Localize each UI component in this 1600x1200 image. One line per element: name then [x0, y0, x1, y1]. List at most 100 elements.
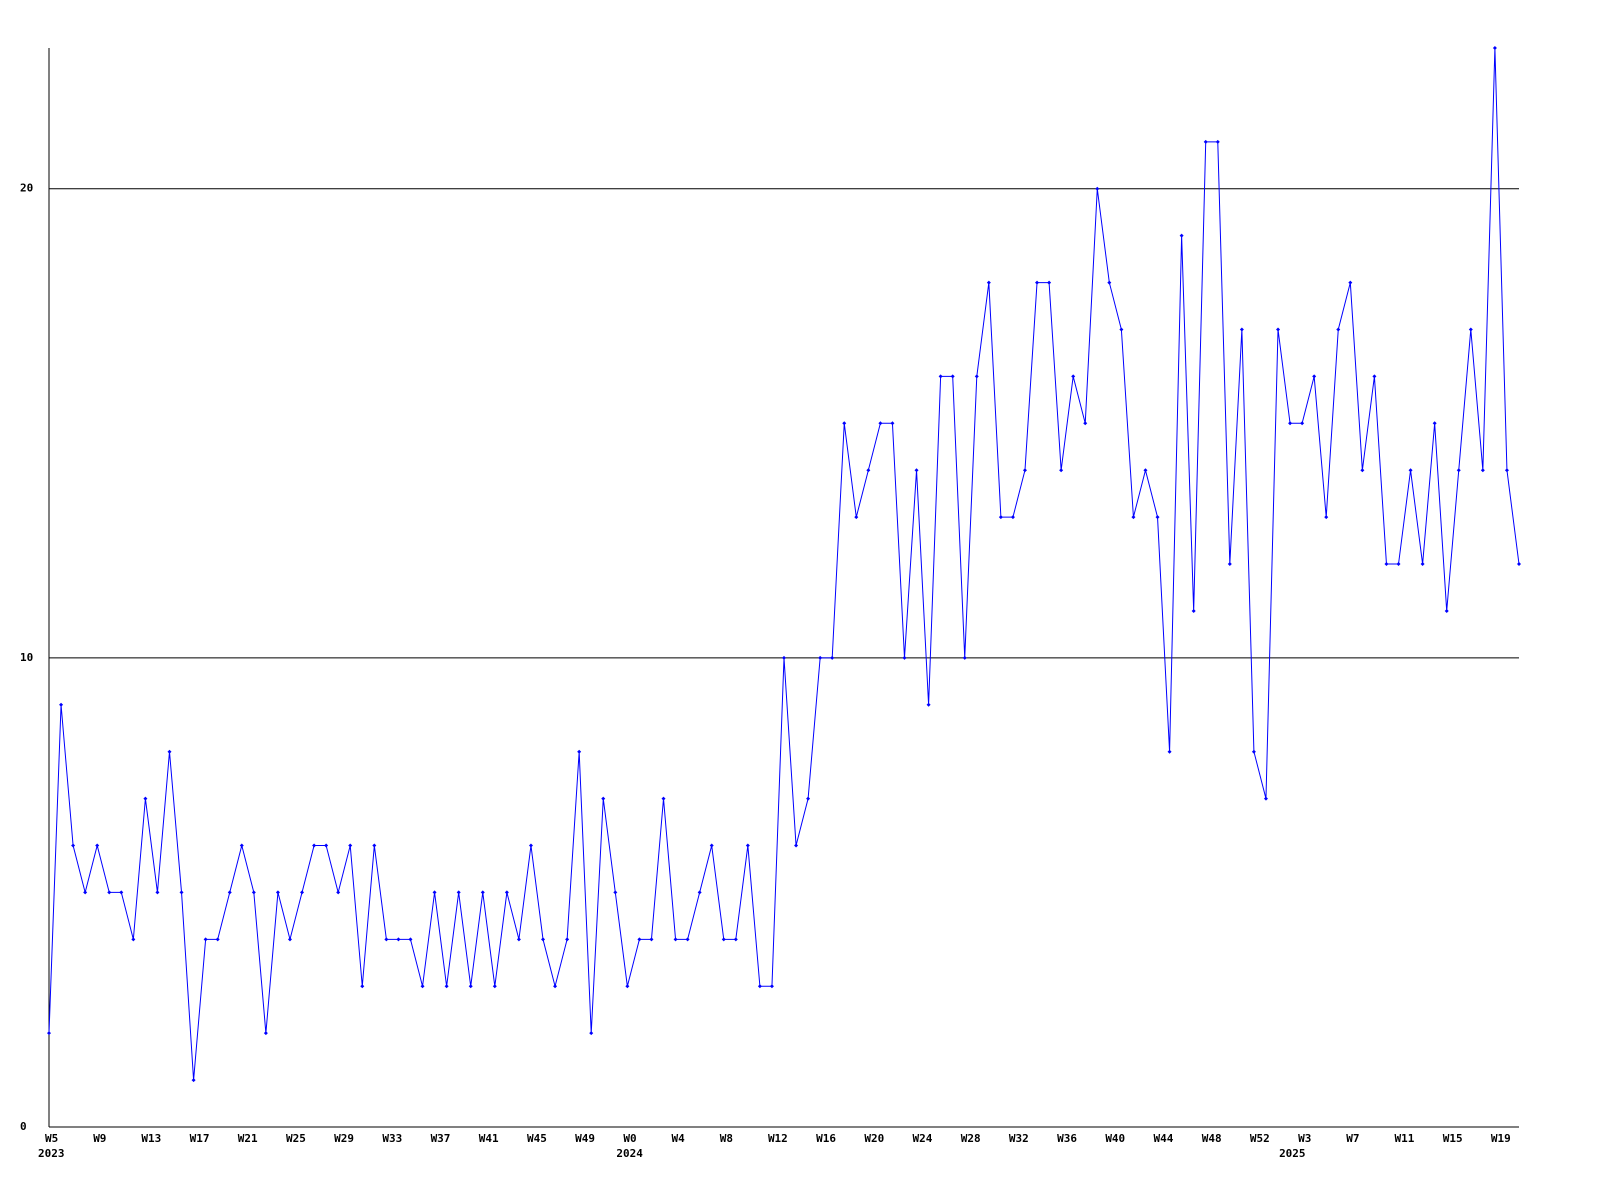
- y-tick-label: 0: [20, 1120, 27, 1133]
- point-marker: [577, 749, 582, 754]
- point-marker: [685, 937, 690, 942]
- point-marker: [721, 937, 726, 942]
- x-tick-label: W33: [382, 1132, 402, 1145]
- point-marker: [1468, 327, 1473, 332]
- point-marker: [1047, 280, 1052, 285]
- point-marker: [661, 796, 666, 801]
- point-marker: [1010, 515, 1015, 520]
- point-marker: [914, 468, 919, 473]
- x-tick-label: W48: [1202, 1132, 1222, 1145]
- point-marker: [998, 515, 1003, 520]
- point-marker: [541, 937, 546, 942]
- point-marker: [553, 984, 558, 989]
- point-marker: [275, 890, 280, 895]
- point-marker: [589, 1031, 594, 1036]
- x-tick-label: W29: [334, 1132, 354, 1145]
- x-tick-label: W24: [913, 1132, 933, 1145]
- point-marker: [866, 468, 871, 473]
- x-tick-label: W13: [141, 1132, 161, 1145]
- point-marker: [1336, 327, 1341, 332]
- point-marker: [1276, 327, 1281, 332]
- point-marker: [1179, 233, 1184, 238]
- x-tick-label: W4: [672, 1132, 686, 1145]
- point-marker: [432, 890, 437, 895]
- point-marker: [480, 890, 485, 895]
- point-marker: [1203, 139, 1208, 144]
- x-tick-label: W12: [768, 1132, 788, 1145]
- point-marker: [360, 984, 365, 989]
- x-tick-label: W7: [1346, 1132, 1359, 1145]
- point-marker: [902, 655, 907, 660]
- point-marker: [300, 890, 305, 895]
- point-marker: [1300, 421, 1305, 426]
- point-marker: [71, 843, 76, 848]
- point-marker: [1456, 468, 1461, 473]
- x-tick-label: W15: [1443, 1132, 1463, 1145]
- point-marker: [769, 984, 774, 989]
- series-line: [48, 47, 1520, 1081]
- point-marker: [155, 890, 160, 895]
- point-marker: [95, 843, 100, 848]
- point-marker: [179, 890, 184, 895]
- point-marker: [1107, 280, 1112, 285]
- x-tick-label: W52: [1250, 1132, 1270, 1145]
- point-marker: [239, 843, 244, 848]
- point-marker: [926, 702, 931, 707]
- point-marker: [396, 937, 401, 942]
- point-marker: [444, 984, 449, 989]
- x-group-label: 2023: [38, 1147, 65, 1160]
- x-tick-label: W32: [1009, 1132, 1029, 1145]
- point-marker: [1227, 562, 1232, 567]
- point-marker: [697, 890, 702, 895]
- point-marker: [1432, 421, 1437, 426]
- point-marker: [1059, 468, 1064, 473]
- x-tick-label: W16: [816, 1132, 836, 1145]
- point-marker: [251, 890, 256, 895]
- x-tick-label: W9: [93, 1132, 106, 1145]
- x-tick-label: W17: [190, 1132, 210, 1145]
- point-marker: [1420, 562, 1425, 567]
- point-marker: [1396, 562, 1401, 567]
- point-marker: [131, 937, 136, 942]
- point-marker: [1324, 515, 1329, 520]
- point-marker: [1083, 421, 1088, 426]
- point-marker: [1372, 374, 1377, 379]
- x-tick-label: W21: [238, 1132, 258, 1145]
- point-marker: [468, 984, 473, 989]
- point-marker: [745, 843, 750, 848]
- point-marker: [528, 843, 533, 848]
- x-tick-label: W44: [1154, 1132, 1174, 1145]
- point-marker: [733, 937, 738, 942]
- point-marker: [312, 843, 317, 848]
- point-marker: [83, 890, 88, 895]
- x-tick-label: W36: [1057, 1132, 1077, 1145]
- point-marker: [794, 843, 799, 848]
- point-marker: [348, 843, 353, 848]
- point-marker: [1167, 749, 1172, 754]
- point-marker: [1251, 749, 1256, 754]
- point-marker: [492, 984, 497, 989]
- point-marker: [673, 937, 678, 942]
- point-marker: [1035, 280, 1040, 285]
- point-marker: [986, 280, 991, 285]
- point-marker: [830, 655, 835, 660]
- point-marker: [854, 515, 859, 520]
- x-tick-label: W45: [527, 1132, 547, 1145]
- point-marker: [1022, 468, 1027, 473]
- point-marker: [263, 1031, 268, 1036]
- point-marker: [950, 374, 955, 379]
- point-marker: [1312, 374, 1317, 379]
- point-marker: [504, 890, 509, 895]
- point-marker: [1408, 468, 1413, 473]
- x-tick-label: W19: [1491, 1132, 1511, 1145]
- point-marker: [420, 984, 425, 989]
- point-marker: [203, 937, 208, 942]
- point-marker: [516, 937, 521, 942]
- point-marker: [1239, 327, 1244, 332]
- point-marker: [613, 890, 618, 895]
- point-marker: [1348, 280, 1353, 285]
- x-tick-label: W28: [961, 1132, 981, 1145]
- point-marker: [1071, 374, 1076, 379]
- point-marker: [119, 890, 124, 895]
